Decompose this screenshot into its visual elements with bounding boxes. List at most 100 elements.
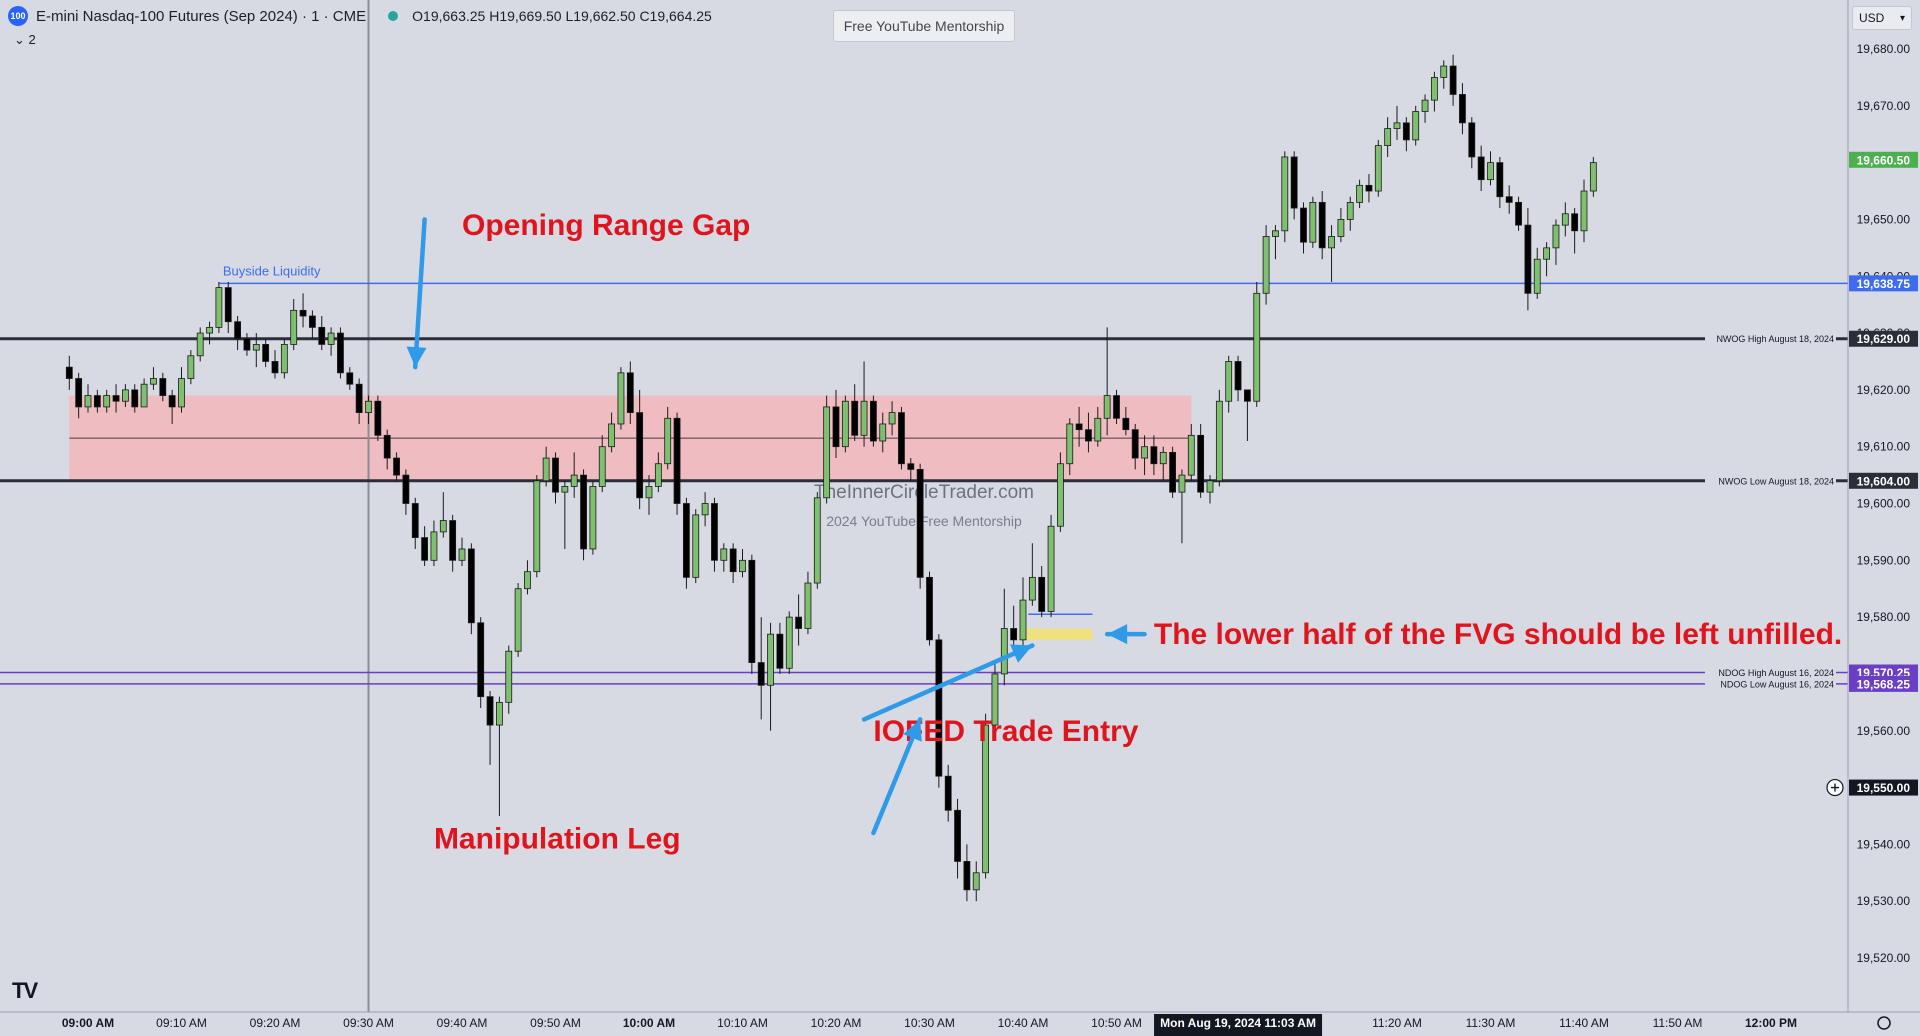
candle-body bbox=[683, 503, 690, 578]
candle bbox=[654, 452, 662, 493]
symbol-badge[interactable]: 100 bbox=[8, 6, 28, 26]
iofed-arrow bbox=[861, 643, 1035, 722]
price-axis[interactable] bbox=[1848, 0, 1920, 1036]
candle-body bbox=[1374, 145, 1382, 192]
x-tick-label: 10:20 AM bbox=[811, 1016, 862, 1030]
candle bbox=[458, 537, 466, 566]
candle-body bbox=[795, 616, 802, 629]
last-price-price-label: 19,660.50 bbox=[1857, 153, 1911, 167]
candle-body bbox=[1019, 599, 1027, 641]
symbol-title[interactable]: E-mini Nasdaq-100 Futures (Sep 2024) · 1… bbox=[36, 7, 367, 25]
currency-select[interactable]: USD ▾ bbox=[1852, 6, 1912, 30]
candle-body bbox=[673, 417, 681, 504]
x-tick-label: 11:30 AM bbox=[1466, 1016, 1516, 1030]
candle-body bbox=[608, 423, 615, 448]
candle bbox=[402, 469, 410, 515]
y-tick-label: 19,590.00 bbox=[1857, 553, 1911, 567]
candle-body bbox=[832, 406, 840, 448]
nwog-low-tag: NWOG Low August 18, 2024 bbox=[1718, 476, 1834, 486]
candle-body bbox=[1384, 128, 1392, 146]
candle-body bbox=[187, 355, 195, 379]
candle bbox=[926, 571, 933, 646]
candle-body bbox=[383, 434, 391, 459]
opening-range-gap-arrow bbox=[406, 217, 427, 370]
candle-body bbox=[1159, 451, 1167, 465]
candle-body bbox=[1393, 122, 1401, 129]
candle-body bbox=[841, 400, 849, 448]
chevron-down-icon: ▾ bbox=[1899, 12, 1905, 24]
candle-body bbox=[430, 531, 438, 561]
candle bbox=[748, 554, 756, 674]
candle bbox=[692, 509, 700, 584]
x-tick-label: 11:20 AM bbox=[1372, 1016, 1422, 1030]
candle-body bbox=[467, 548, 475, 624]
candle bbox=[598, 435, 606, 493]
candle-body bbox=[271, 361, 279, 374]
candle bbox=[589, 480, 597, 555]
candle-body bbox=[206, 326, 213, 334]
x-tick-label: 09:20 AM bbox=[250, 1016, 301, 1030]
candle bbox=[626, 361, 634, 424]
candle bbox=[449, 514, 457, 572]
candle-body bbox=[524, 571, 531, 590]
candle bbox=[393, 452, 400, 481]
candle-body bbox=[308, 315, 316, 328]
y-tick-label: 19,620.00 bbox=[1857, 383, 1911, 397]
candle-body bbox=[1131, 429, 1139, 459]
candle-body bbox=[570, 474, 578, 487]
candle bbox=[1262, 225, 1270, 305]
candle-body bbox=[1057, 463, 1064, 527]
settings-gear-icon[interactable] bbox=[1877, 1016, 1891, 1030]
candle-body bbox=[1309, 201, 1317, 243]
candle bbox=[1169, 446, 1176, 498]
candle-body bbox=[804, 582, 812, 629]
candle bbox=[1309, 196, 1317, 248]
candle-body bbox=[748, 559, 756, 663]
candle-body bbox=[1468, 122, 1476, 158]
candle bbox=[1402, 117, 1410, 152]
candle bbox=[580, 469, 587, 561]
candle-body bbox=[757, 662, 765, 686]
candle-body bbox=[290, 309, 298, 345]
candle bbox=[1524, 208, 1532, 311]
symbol-header: 100 E-mini Nasdaq-100 Futures (Sep 2024)… bbox=[8, 6, 712, 26]
candle bbox=[1122, 406, 1130, 436]
mentorship-button[interactable]: Free YouTube Mentorship bbox=[833, 10, 1015, 42]
time-axis[interactable] bbox=[0, 1012, 1920, 1036]
buyside-liquidity-badge bbox=[1849, 275, 1918, 292]
candle bbox=[664, 406, 672, 470]
candle-body bbox=[1206, 480, 1214, 493]
candle bbox=[1066, 418, 1074, 476]
candle-body bbox=[1552, 224, 1560, 249]
candle-body bbox=[729, 548, 737, 573]
candle bbox=[1197, 423, 1205, 498]
candle-body bbox=[243, 338, 251, 351]
candle bbox=[916, 463, 924, 589]
candle-body bbox=[944, 775, 952, 811]
candle bbox=[299, 293, 307, 328]
y-tick-label: 19,530.00 bbox=[1857, 894, 1911, 908]
candle bbox=[1552, 219, 1560, 265]
x-tick-label: 09:40 AM bbox=[437, 1016, 488, 1030]
candle bbox=[365, 395, 372, 424]
candle-body bbox=[439, 520, 447, 533]
tradingview-logo-icon: TV bbox=[12, 978, 38, 1003]
crosshair-price-price-label: 19,550.00 bbox=[1857, 781, 1911, 795]
candle-body bbox=[280, 344, 288, 374]
candle bbox=[224, 281, 232, 334]
candle bbox=[140, 378, 148, 408]
candle bbox=[495, 696, 503, 816]
arrow-shaft bbox=[861, 643, 1035, 722]
candle-body bbox=[1038, 576, 1046, 612]
candle-body bbox=[1215, 400, 1223, 482]
y-tick-label: 19,670.00 bbox=[1857, 99, 1911, 113]
candle bbox=[486, 690, 494, 765]
candle bbox=[711, 497, 718, 572]
level-layer: Buyside Liquidity NWOG High August 18, 20… bbox=[0, 0, 1848, 1012]
candle-body bbox=[1571, 213, 1579, 232]
candle bbox=[1075, 406, 1083, 447]
indicator-toggle[interactable]: ⌄ 2 bbox=[14, 32, 36, 47]
candle-body bbox=[907, 463, 915, 470]
crosshair-time-badge bbox=[1154, 1014, 1323, 1036]
